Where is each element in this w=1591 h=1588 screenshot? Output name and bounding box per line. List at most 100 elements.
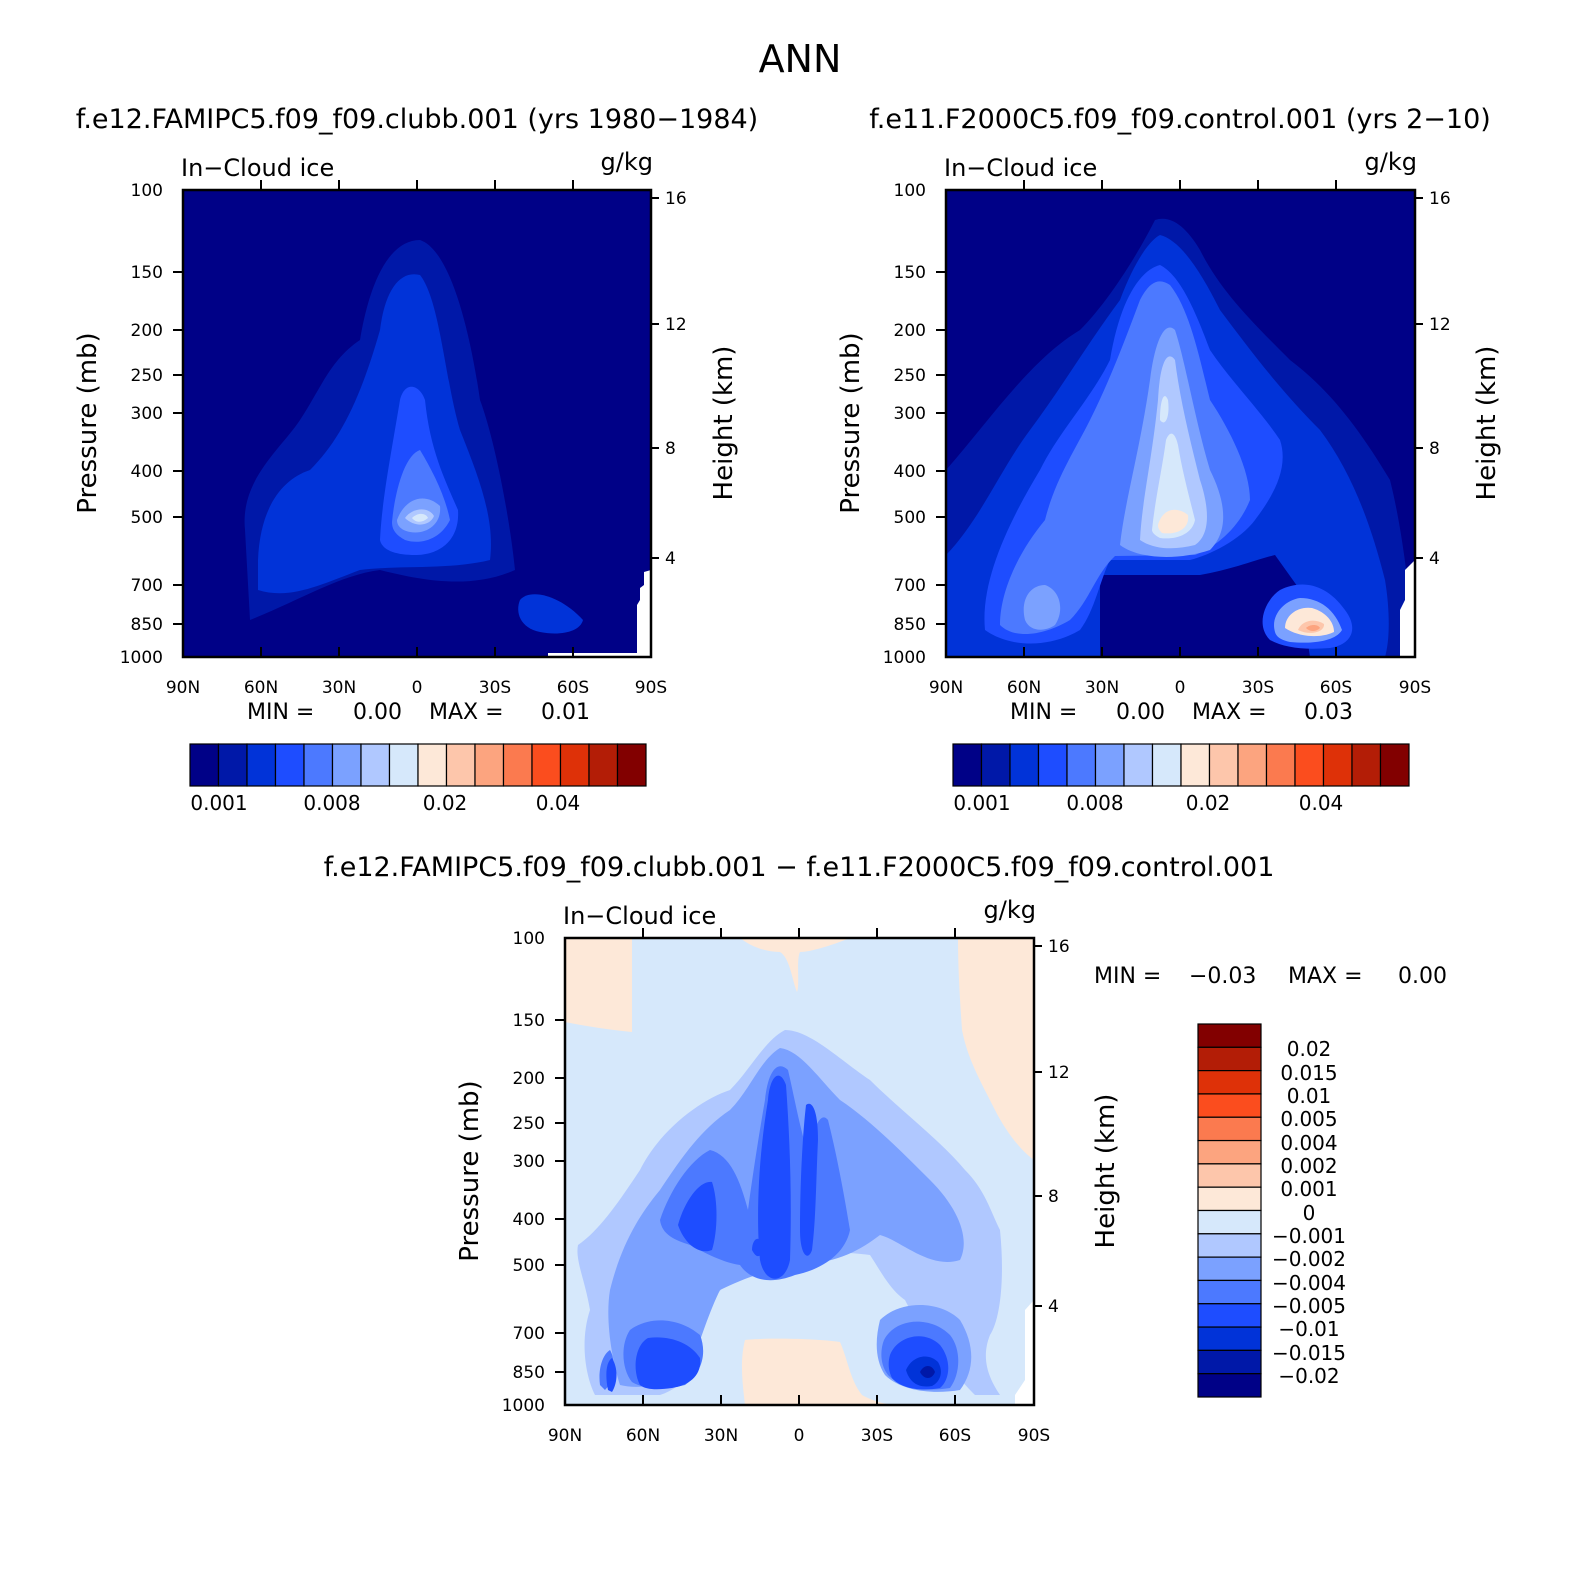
x-tick-label: 30N (1085, 678, 1119, 698)
colorbar-label: −0.015 (1272, 1341, 1346, 1365)
x-tick-label: 90S (635, 678, 667, 698)
colorbar-boxes (189, 743, 647, 787)
max-label: MAX = (429, 700, 504, 725)
x-tick-label: 90S (1399, 678, 1431, 698)
x-tick-label: 60S (557, 678, 589, 698)
panel-1-left-string: In−Cloud ice (181, 154, 334, 182)
y-tick-label: 100 (513, 929, 545, 949)
panel-1-right-string: g/kg (601, 148, 653, 176)
y-tick-label: 400 (894, 462, 926, 482)
y-tick-label: 250 (894, 366, 926, 386)
colorbar-label: 0.02 (1287, 1037, 1332, 1061)
colorbar-box (360, 743, 391, 787)
colorbar-box (1197, 1233, 1262, 1258)
panel-1-colorbar: 0.001 0.008 0.02 0.04 (189, 743, 647, 815)
min-label: MIN = (1094, 964, 1161, 989)
panel-2-contour (1152, 396, 1195, 539)
y-tick-label: 500 (513, 1256, 545, 1276)
panel-3-title: f.e12.FAMIPC5.f09_f09.clubb.001 − f.e11.… (324, 852, 1275, 883)
x-tick-label: 0 (412, 678, 423, 698)
y-tick-label: 200 (131, 321, 163, 341)
colorbar-box (1197, 1326, 1262, 1351)
colorbar-box (1237, 743, 1268, 787)
x-tick-label: 90S (1018, 1426, 1050, 1446)
x-tick-label: 90N (166, 678, 200, 698)
colorbar-label: 0.01 (1287, 1084, 1332, 1108)
panel-1-x-ticklabels: 90N 60N 30N 0 30S 60S 90S (166, 678, 667, 698)
y-tick-label: 300 (513, 1152, 545, 1172)
y-tick-label: 250 (513, 1114, 545, 1134)
panel-1: f.e12.FAMIPC5.f09_f09.clubb.001 (yrs 198… (73, 104, 758, 815)
colorbar-label: 0.04 (1299, 791, 1344, 815)
y-tick-label: 250 (131, 366, 163, 386)
height-tick-label: 8 (1429, 439, 1440, 459)
colorbar-label: 0.02 (1186, 791, 1231, 815)
colorbar-box (1066, 743, 1097, 787)
panel-1-title: f.e12.FAMIPC5.f09_f09.clubb.001 (yrs 198… (76, 104, 758, 135)
y-tick-label: 850 (131, 615, 163, 635)
panel-3: f.e12.FAMIPC5.f09_f09.clubb.001 − f.e11.… (324, 852, 1447, 1446)
colorbar-box (388, 743, 419, 787)
min-value: 0.00 (1116, 700, 1165, 725)
colorbar-labels: 0.001 0.008 0.02 0.04 (190, 791, 580, 815)
height-tick-label: 4 (1429, 549, 1440, 569)
panel-2-missing-region (1400, 560, 1415, 657)
colorbar-label: −0.002 (1272, 1247, 1346, 1271)
colorbar-box (1197, 1070, 1262, 1095)
y-tick-label: 850 (513, 1363, 545, 1383)
panel-1-missing-region (548, 570, 651, 657)
y-tick-label: 700 (513, 1324, 545, 1344)
max-value: 0.03 (1304, 700, 1353, 725)
panel-2-minmax: MIN = 0.00 MAX = 0.03 (1010, 700, 1353, 725)
panel-3-contour (565, 938, 632, 1032)
panel-3-field (565, 938, 1034, 1405)
colorbar-box (502, 743, 533, 787)
colorbar-box (1197, 1186, 1262, 1212)
panel-2-right-string: g/kg (1365, 148, 1417, 176)
colorbar-box (1197, 1256, 1262, 1282)
colorbar-box (1197, 1116, 1262, 1142)
colorbar-box (1322, 743, 1353, 787)
colorbar-box (1197, 1046, 1262, 1072)
colorbar-box (531, 743, 562, 787)
x-tick-label: 60N (626, 1426, 660, 1446)
max-label: MAX = (1288, 964, 1363, 989)
colorbar-box (1197, 1093, 1262, 1118)
colorbar-label: 0.008 (1066, 791, 1123, 815)
colorbar-label: −0.005 (1272, 1294, 1346, 1318)
y-tick-label: 300 (131, 404, 163, 424)
panel-2-contour (1306, 625, 1320, 631)
colorbar-label: −0.01 (1278, 1317, 1339, 1341)
panel-3-contour (958, 938, 1034, 1160)
colorbar-label: 0.04 (536, 791, 581, 815)
height-tick-label: 8 (1048, 1187, 1059, 1207)
colorbar-box (1037, 743, 1068, 787)
x-tick-label: 60S (939, 1426, 971, 1446)
x-tick-label: 60N (1007, 678, 1041, 698)
panel-3-contour (606, 1075, 949, 1392)
panel-2-title: f.e11.F2000C5.f09_f09.control.001 (yrs 2… (869, 104, 1491, 135)
y-tick-label: 300 (894, 404, 926, 424)
colorbar-box (1197, 1023, 1262, 1048)
colorbar-box (445, 743, 476, 787)
panel-2-y-ticklabels: 100 150 200 250 300 400 500 700 850 1000 (883, 181, 926, 668)
panel-1-contour (518, 594, 583, 634)
colorbar-box (189, 743, 220, 787)
panel-3-colorbar: 0.02 0.015 0.01 0.005 0.004 0.002 0.001 … (1197, 1023, 1346, 1398)
height-tick-label: 16 (665, 189, 687, 209)
min-label: MIN = (1010, 700, 1077, 725)
panel-3-height-ticklabels: 16 12 8 4 (1048, 937, 1070, 1317)
panel-3-ylabel-right: Height (km) (1091, 1094, 1121, 1249)
colorbar-label: −0.001 (1272, 1224, 1346, 1248)
x-tick-label: 30N (704, 1426, 738, 1446)
panel-3-contour (920, 1366, 935, 1378)
colorbar-box (246, 743, 277, 787)
colorbar-labels: 0.02 0.015 0.01 0.005 0.004 0.002 0.001 … (1272, 1037, 1346, 1388)
colorbar-box (1151, 743, 1182, 787)
height-tick-label: 16 (1048, 937, 1070, 957)
panel-3-ylabel: Pressure (mb) (455, 1080, 485, 1261)
colorbar-box (1197, 1209, 1262, 1235)
colorbar-box (952, 743, 983, 787)
colorbar-box (1197, 1163, 1262, 1188)
